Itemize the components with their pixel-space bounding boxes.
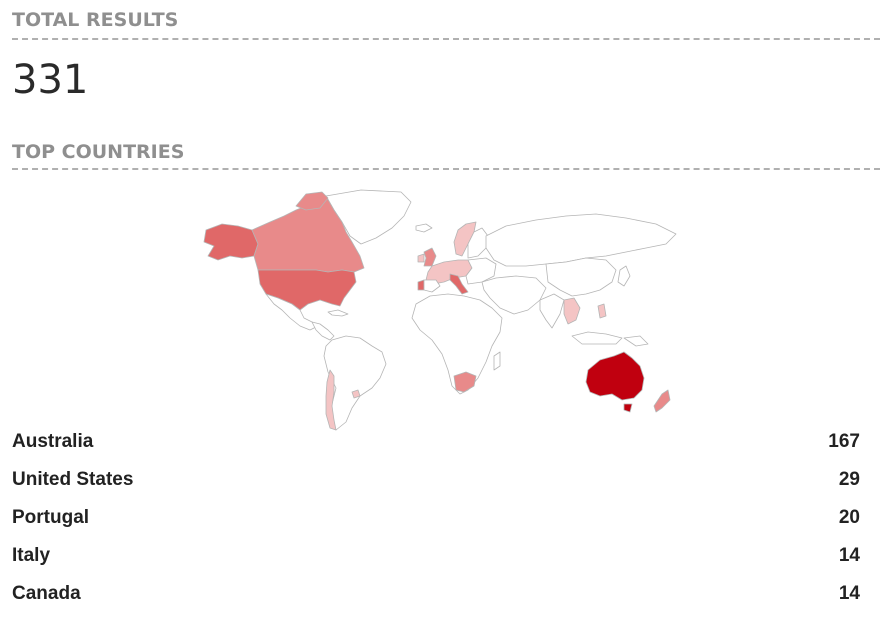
map-country-portugal bbox=[417, 279, 425, 291]
list-item-country: Italy 14 bbox=[12, 545, 860, 569]
map-country-china bbox=[545, 257, 617, 297]
list-item-country: United States 29 bbox=[12, 469, 860, 493]
total-results-divider bbox=[12, 38, 880, 40]
total-results-title: TOTAL RESULTS bbox=[12, 9, 179, 31]
map-country-ireland bbox=[417, 253, 425, 263]
map-country-india bbox=[539, 293, 565, 329]
country-count: 20 bbox=[838, 507, 860, 528]
country-name: Italy bbox=[12, 545, 51, 566]
map-country-united-kingdom bbox=[423, 247, 437, 267]
map-country-papua-new-guinea bbox=[623, 335, 649, 347]
map-country-africa bbox=[411, 293, 503, 395]
map-country-southeast-asia bbox=[563, 297, 581, 325]
map-country-madagascar bbox=[493, 351, 501, 371]
map-country-iceland bbox=[415, 223, 433, 233]
map-country-uruguay bbox=[351, 389, 361, 399]
top-countries-title: TOP COUNTRIES bbox=[12, 141, 185, 163]
map-country-western-europe bbox=[425, 259, 473, 285]
country-count: 29 bbox=[838, 469, 860, 490]
map-country-south-america bbox=[323, 335, 387, 431]
map-country-united-states bbox=[257, 269, 357, 311]
map-country-japan bbox=[617, 265, 631, 287]
map-country-canada-islands bbox=[295, 191, 329, 211]
country-name: United States bbox=[12, 469, 134, 490]
country-name: Portugal bbox=[12, 507, 90, 528]
map-country-tasmania bbox=[623, 403, 633, 413]
map-country-cuba bbox=[327, 309, 349, 317]
top-countries-divider bbox=[12, 168, 880, 170]
map-country-scandinavia bbox=[467, 227, 489, 259]
world-map-svg bbox=[203, 189, 677, 431]
map-country-russia bbox=[485, 213, 677, 267]
map-country-central-america bbox=[311, 321, 335, 341]
country-count: 167 bbox=[828, 431, 860, 452]
map-country-south-africa bbox=[453, 371, 477, 393]
map-country-new-zealand bbox=[653, 389, 671, 413]
country-name: Canada bbox=[12, 583, 81, 604]
map-country-italy bbox=[449, 273, 469, 295]
country-count: 14 bbox=[838, 545, 860, 566]
list-item-country: Australia 167 bbox=[12, 431, 860, 455]
total-results-value: 331 bbox=[12, 57, 89, 103]
map-country-middle-east bbox=[481, 275, 547, 315]
map-country-philippines bbox=[597, 303, 607, 319]
list-item-country: Portugal 20 bbox=[12, 507, 860, 531]
list-item-country: Canada 14 bbox=[12, 583, 860, 607]
country-count: 14 bbox=[838, 583, 860, 604]
world-map bbox=[196, 186, 696, 432]
map-country-indonesia bbox=[571, 331, 623, 345]
map-country-chile bbox=[325, 369, 337, 431]
country-name: Australia bbox=[12, 431, 94, 452]
map-country-alaska bbox=[203, 223, 259, 261]
map-country-spain bbox=[423, 279, 441, 293]
map-country-australia bbox=[585, 351, 645, 401]
